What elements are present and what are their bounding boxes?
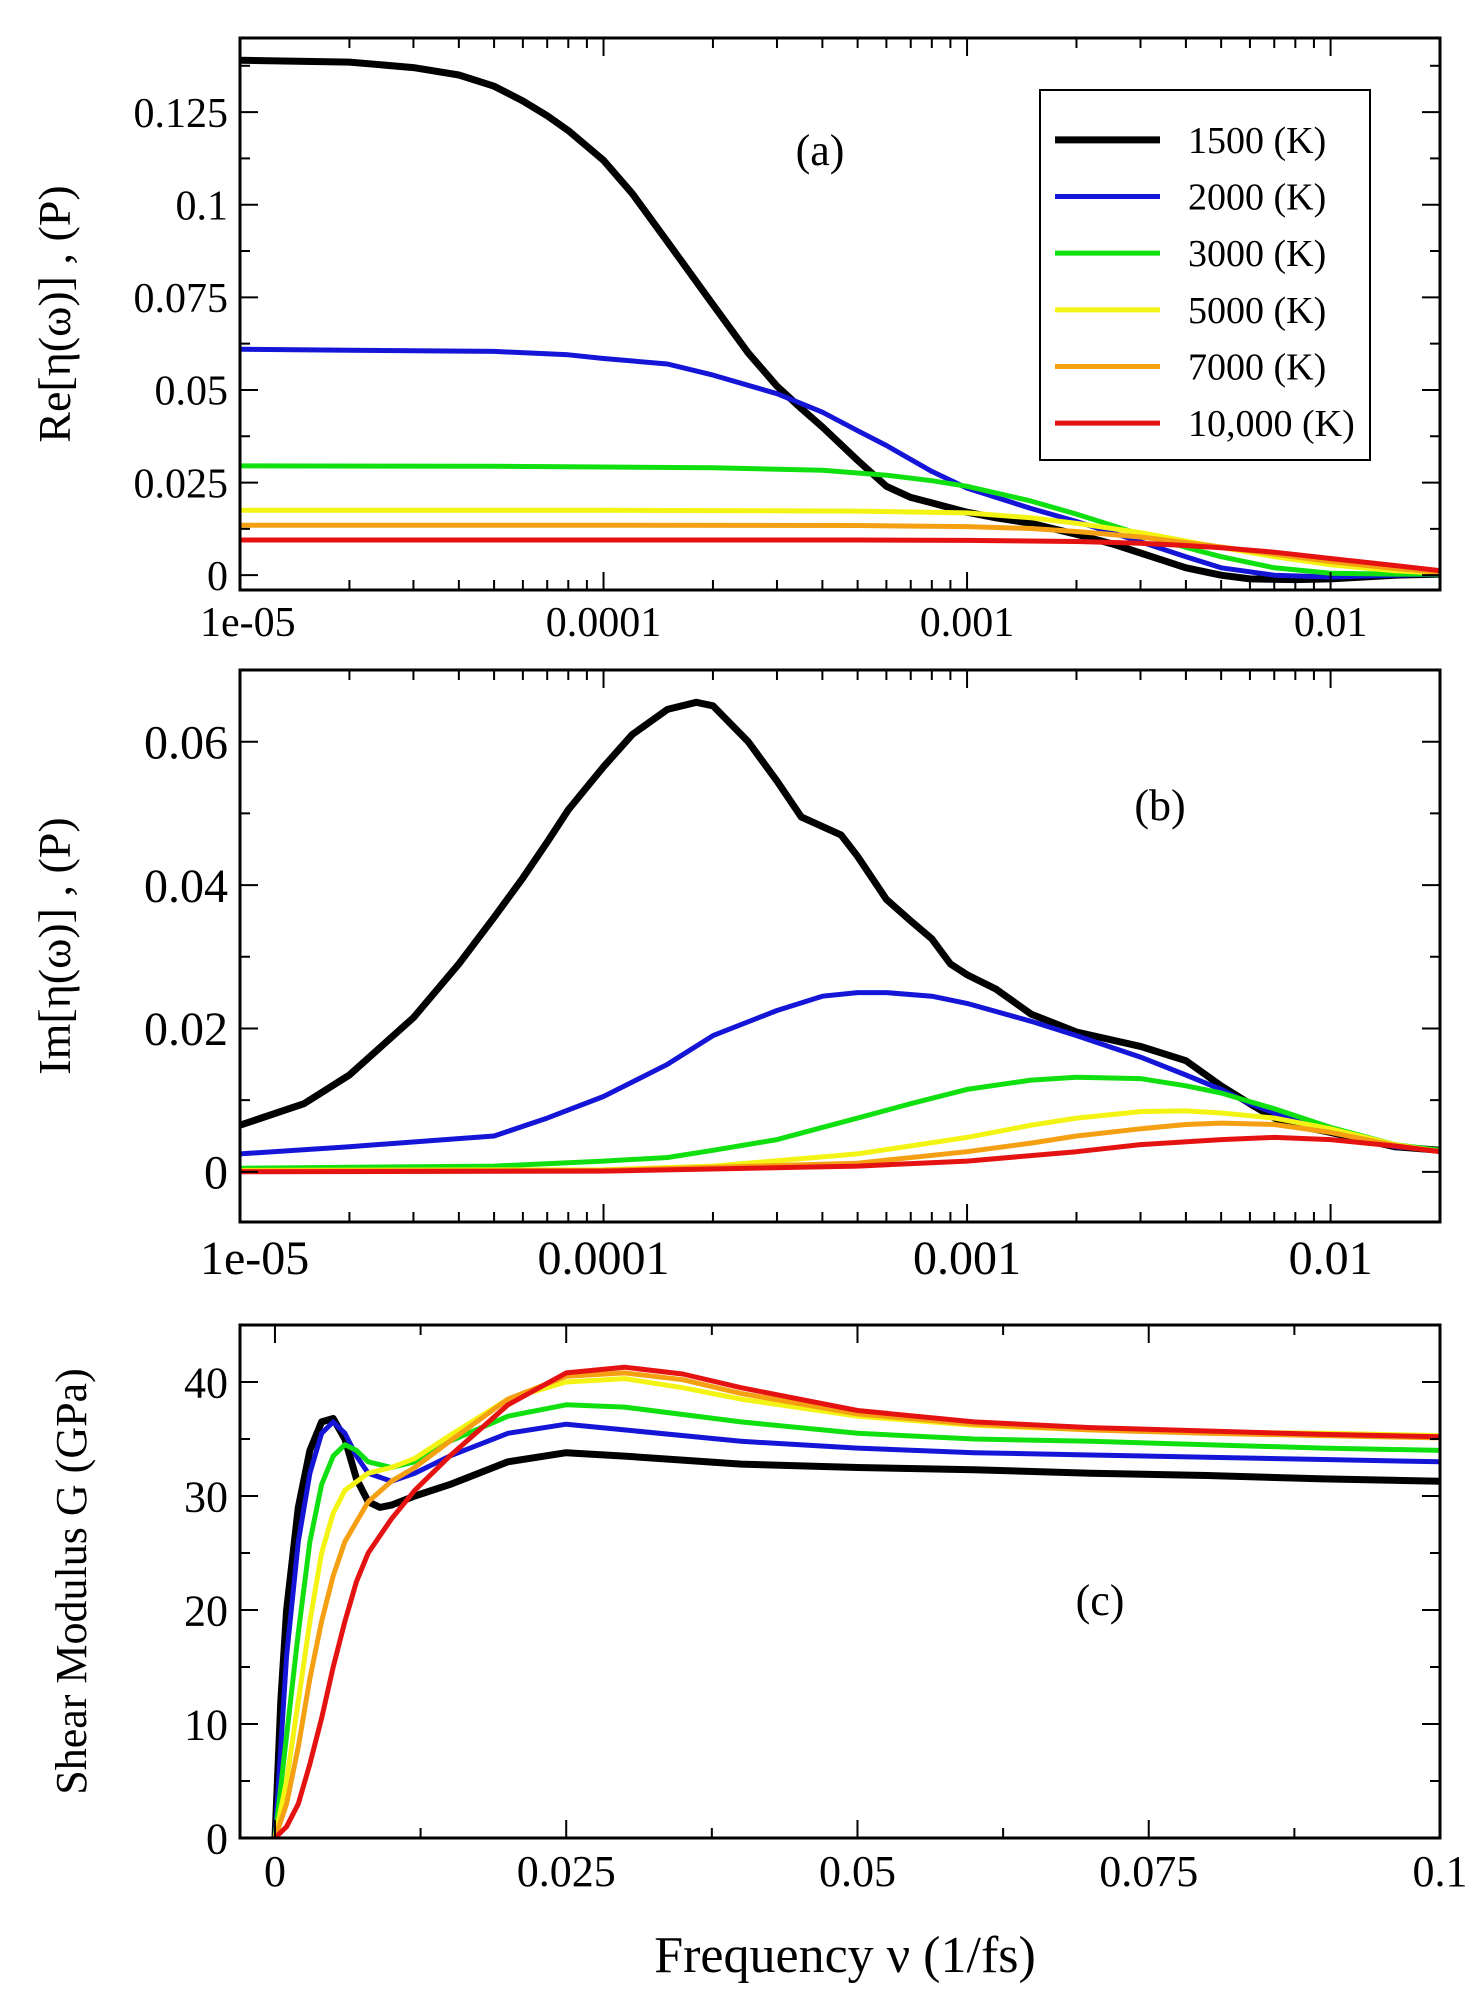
y-tick-label: 20 — [184, 1586, 228, 1635]
series-line-7000 — [240, 1120, 1440, 1174]
series-group — [240, 56, 1440, 584]
y-axis-label: Shear Modulus G (GPa) — [47, 1368, 96, 1795]
series-line-3000 — [240, 1074, 1440, 1171]
series-group — [271, 1364, 1440, 1838]
y-tick-label: 0 — [207, 554, 228, 600]
series-line-1500 — [240, 56, 1440, 584]
legend-label-5000: 5000 (K) — [1188, 290, 1326, 332]
panel-c-shear-modulus: 0 0.025 0.05 0.075 0.1 0 10 20 30 40 Shear Modulus… — [47, 1323, 1468, 1984]
plot-frame — [238, 1323, 1442, 1840]
y-tick-label: 0 — [206, 1814, 228, 1863]
y-axis-label: Im[η(ω)] , (P) — [29, 817, 80, 1074]
y-tick-label: 40 — [184, 1358, 228, 1407]
x-tick-label: 0.075 — [1099, 1847, 1198, 1896]
series-line-10000 — [272, 1364, 1440, 1838]
panel-label: (c) — [1076, 1576, 1125, 1625]
series-line-2000 — [240, 990, 1440, 1157]
x-tick-label: 0.05 — [819, 1847, 896, 1896]
plot-frame — [238, 36, 1442, 592]
series-line-5000 — [240, 507, 1440, 576]
y-tick-label: 30 — [184, 1472, 228, 1521]
y-tick-label: 0.02 — [144, 1003, 228, 1056]
series-line-10000 — [240, 537, 1440, 574]
y-tick-label: 0 — [204, 1147, 228, 1200]
legend-label-2000: 2000 (K) — [1188, 177, 1326, 219]
series-line-1500 — [271, 1415, 1440, 1838]
y-tick-label: 0.1 — [176, 183, 229, 229]
x-tick-label: 1e-05 — [200, 1232, 309, 1285]
tick-marks — [240, 1324, 1441, 1839]
x-tick-label: 0.01 — [1289, 1232, 1373, 1285]
series-line-2000 — [240, 346, 1440, 580]
x-tick-label: 0.001 — [920, 600, 1015, 646]
legend-label-1500: 1500 (K) — [1188, 120, 1326, 162]
tick-marks — [239, 669, 1441, 1222]
panel-label: (b) — [1134, 781, 1185, 830]
legend-frame — [1039, 89, 1371, 461]
series-line-1500 — [240, 698, 1440, 1154]
x-tick-label: 0.01 — [1294, 600, 1368, 646]
panel-label: (a) — [796, 126, 845, 175]
series-line-3000 — [240, 463, 1440, 577]
x-tick-label: 0 — [264, 1847, 286, 1896]
series-line-10000 — [240, 1134, 1440, 1175]
y-tick-label: 10 — [184, 1700, 228, 1749]
x-tick-label: 1e-05 — [200, 600, 296, 646]
y-tick-label: 0.025 — [134, 461, 229, 507]
y-tick-label: 0.05 — [155, 369, 229, 415]
y-tick-label: 0.125 — [134, 91, 229, 137]
plot-frame — [238, 668, 1442, 1224]
y-axis-label: Re[η(ω)] , (P) — [29, 185, 80, 442]
x-tick-label: 0.001 — [913, 1232, 1021, 1285]
tick-marks — [239, 38, 1441, 590]
legend: 1500 (K) 2000 (K) 3000 (K) 5000 (K) 7000 (K)… — [1039, 89, 1371, 461]
legend-label-7000: 7000 (K) — [1188, 347, 1326, 389]
series-line-2000 — [272, 1419, 1440, 1838]
x-tick-label: 0.0001 — [546, 600, 662, 646]
series-line-7000 — [240, 522, 1440, 575]
x-tick-label: 0.1 — [1413, 1847, 1468, 1896]
legend-label-3000: 3000 (K) — [1188, 233, 1326, 275]
series-group — [240, 698, 1440, 1175]
legend-label-10000: 10,000 (K) — [1188, 403, 1355, 445]
series-line-5000 — [240, 1108, 1440, 1173]
y-tick-label: 0.075 — [134, 276, 229, 322]
y-tick-label: 0.06 — [144, 716, 228, 769]
panel-a-real-viscosity: 1e-05 0.0001 0.001 0.01 0 0.025 0.05 0.075 0.1 0.… — [29, 36, 1442, 646]
y-tick-label: 0.04 — [144, 860, 228, 913]
x-tick-label: 0.0001 — [538, 1232, 670, 1285]
x-axis-label: Frequency ν (1/fs) — [654, 1927, 1036, 1984]
panel-b-imaginary-viscosity: 1e-05 0.0001 0.001 0.01 0 0.02 0.04 0.06 Im[η(ω)… — [29, 668, 1442, 1285]
x-tick-label: 0.025 — [517, 1847, 616, 1896]
